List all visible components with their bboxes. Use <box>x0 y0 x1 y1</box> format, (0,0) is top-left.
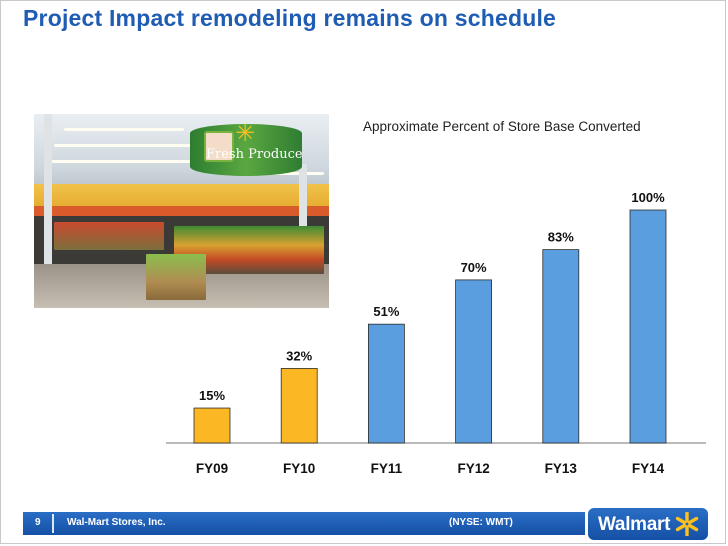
bar-chart: 15% FY09 32% FY10 51% FY11 70% FY12 83% FY13 100% F… <box>166 190 706 476</box>
chart-title: Approximate Percent of Store Base Conver… <box>363 119 641 134</box>
x-tick-label-fy11: FY11 <box>371 461 403 476</box>
footer-bar: 9 Wal-Mart Stores, Inc. (NYSE: WMT) <box>23 512 585 535</box>
bar-fy10 <box>280 368 318 444</box>
photo-column <box>44 114 52 274</box>
slide-title: Project Impact remodeling remains on sch… <box>23 5 557 31</box>
produce-sign-poster <box>204 131 234 162</box>
photo-display <box>54 222 164 250</box>
data-label-fy12: 70% <box>461 260 487 275</box>
store-photo: ✳ Fresh Produce <box>34 114 329 308</box>
page-number: 9 <box>35 517 41 528</box>
bar-fy12 <box>455 279 493 444</box>
photo-light <box>54 144 194 147</box>
data-label-fy11: 51% <box>373 304 399 319</box>
bar-fy09 <box>193 407 231 444</box>
logo-spark-icon <box>675 512 699 536</box>
walmart-spark-icon: ✳ <box>235 120 256 147</box>
bar-fy11 <box>367 323 405 444</box>
photo-column <box>299 164 307 274</box>
photo-produce-bin <box>146 254 206 300</box>
walmart-logo: Walmart <box>588 508 708 540</box>
x-tick-label-fy12: FY12 <box>457 461 489 476</box>
produce-sign-text: Fresh Produce <box>206 147 303 162</box>
data-label-fy14: 100% <box>631 190 665 205</box>
photo-light <box>44 160 194 163</box>
photo-light <box>64 128 184 131</box>
x-tick-label-fy13: FY13 <box>545 461 578 476</box>
x-tick-label-fy14: FY14 <box>632 461 665 476</box>
company-name: Wal-Mart Stores, Inc. <box>67 517 166 528</box>
data-label-fy09: 15% <box>199 388 225 403</box>
stock-ticker: (NYSE: WMT) <box>449 517 513 528</box>
photo-wall-band <box>34 206 329 216</box>
data-label-fy10: 32% <box>286 348 312 363</box>
x-tick-label-fy10: FY10 <box>283 461 315 476</box>
bar-fy13 <box>542 249 580 444</box>
x-tick-label-fy09: FY09 <box>196 461 228 476</box>
data-label-fy13: 83% <box>548 230 574 245</box>
footer-separator <box>52 514 54 533</box>
logo-text: Walmart <box>598 514 671 535</box>
bar-fy14 <box>629 209 667 444</box>
